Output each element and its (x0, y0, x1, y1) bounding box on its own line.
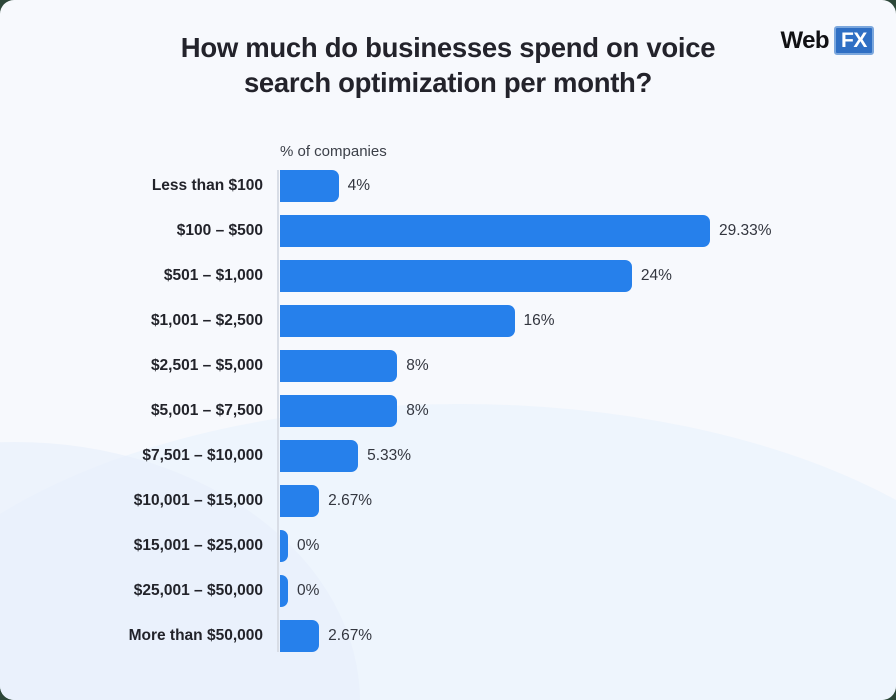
bar-track: 2.67% (280, 620, 372, 652)
bar-track: 2.67% (280, 485, 372, 517)
page-title-line-1: How much do businesses spend on voice (180, 32, 716, 63)
bar-track: 0% (280, 575, 319, 607)
bar-category-label: $10,001 – $15,000 (133, 492, 263, 509)
webfx-logo: Web FX (781, 26, 874, 55)
bar-value-label: 8% (406, 357, 429, 374)
bar-track: 4% (280, 170, 370, 202)
bar-fill[interactable] (280, 620, 320, 652)
bar-category-label: $2,501 – $5,000 (150, 357, 263, 374)
bar-row: $2,501 – $5,000 8% (0, 350, 896, 395)
bar-row: $100 – $500 29.33% (0, 215, 896, 260)
bar-fill[interactable] (280, 530, 288, 562)
bar-category-label: $5,001 – $7,500 (150, 402, 263, 419)
bar-category-label: $7,501 – $10,000 (142, 447, 263, 464)
bar-value-label: 24% (640, 267, 672, 284)
bar-track: 29.33% (280, 215, 772, 247)
bar-value-label: 4% (347, 177, 371, 194)
bar-fill[interactable] (280, 350, 398, 382)
bar-category-label: More than $50,000 (128, 627, 263, 644)
bar-track: 0% (280, 530, 319, 562)
bar-track: 5.33% (280, 440, 411, 472)
logo-wordmark: Web (780, 26, 830, 54)
logo-fx-badge: FX (833, 26, 874, 55)
bar-fill[interactable] (280, 575, 288, 607)
bar-category-label: $25,001 – $50,000 (133, 582, 263, 599)
bar-value-label: 5.33% (367, 447, 412, 464)
bar-value-label: 29.33% (718, 222, 772, 239)
bar-value-label: 8% (406, 402, 429, 419)
bar-fill[interactable] (280, 170, 339, 202)
bar-row: $5,001 – $7,500 8% (0, 395, 896, 440)
bar-row: Less than $100 4% (0, 170, 896, 215)
bar-row: $7,501 – $10,000 5.33% (0, 440, 896, 485)
bar-value-label: 0% (297, 537, 320, 554)
bar-row: $10,001 – $15,000 2.67% (0, 485, 896, 530)
bar-category-label: Less than $100 (151, 177, 263, 194)
bar-series: Less than $100 4% $100 – $500 29.33% $501 – … (0, 170, 896, 665)
bar-value-label: 2.67% (328, 492, 373, 509)
bar-value-label: 16% (523, 312, 555, 329)
page-title-line-2: search optimization per month? (243, 67, 653, 98)
bar-track: 8% (280, 395, 429, 427)
bar-fill[interactable] (280, 305, 515, 337)
x-axis-caption: % of companies (280, 143, 387, 160)
bar-fill[interactable] (280, 260, 632, 292)
bar-fill[interactable] (280, 215, 710, 247)
bar-row: $25,001 – $50,000 0% (0, 575, 896, 620)
bar-track: 8% (280, 350, 429, 382)
bar-track: 24% (280, 260, 672, 292)
bar-category-label: $1,001 – $2,500 (150, 312, 263, 329)
bar-category-label: $100 – $500 (176, 222, 263, 239)
bar-category-label: $15,001 – $25,000 (133, 537, 263, 554)
page-title: How much do businesses spend on voice se… (118, 30, 778, 100)
bar-fill[interactable] (280, 395, 398, 427)
bar-row: $1,001 – $2,500 16% (0, 305, 896, 350)
bar-track: 16% (280, 305, 555, 337)
bar-row: $501 – $1,000 24% (0, 260, 896, 305)
bar-category-label: $501 – $1,000 (163, 267, 263, 284)
bar-row: More than $50,000 2.67% (0, 620, 896, 665)
bar-fill[interactable] (280, 440, 359, 472)
bar-value-label: 0% (297, 582, 320, 599)
bar-fill[interactable] (280, 485, 320, 517)
bar-value-label: 2.67% (328, 627, 373, 644)
bar-row: $15,001 – $25,000 0% (0, 530, 896, 575)
